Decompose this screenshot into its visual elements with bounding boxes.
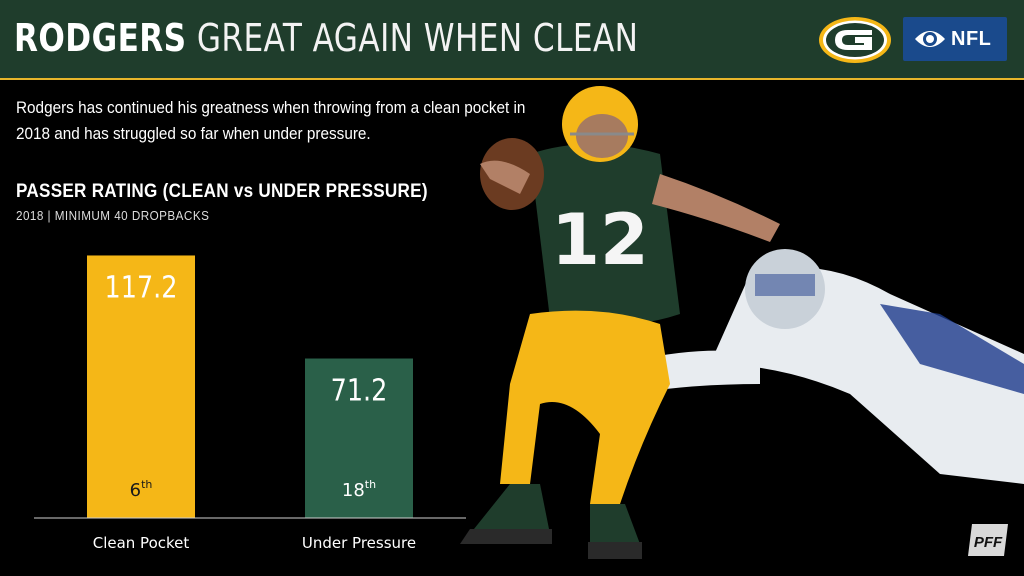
bar-rank-label: 18th [342,478,376,501]
category-label: Clean Pocket [93,534,190,552]
chart-title: PASSER RATING (CLEAN vs UNDER PRESSURE) [16,181,428,202]
svg-text:PFF: PFF [974,534,1003,551]
svg-text:12: 12 [551,199,648,281]
bar-value-label: 71.2 [331,372,388,408]
packers-g-logo-icon [819,17,891,63]
title-headline: GREAT AGAIN WHEN CLEAN [196,16,639,60]
bar-rank-label: 6th [130,478,153,501]
network-label: NFL [951,28,992,50]
intro-text: Rodgers has continued his greatness when… [16,98,526,143]
bar-1 [305,358,413,518]
chart-subtitle: 2018 | MINIMUM 40 DROPBACKS [16,208,210,223]
cbs-eye-icon [915,31,945,47]
bar-0 [87,255,195,519]
header-bar: RODGERS GREAT AGAIN WHEN CLEAN NFL [0,0,1024,80]
page-title: RODGERS GREAT AGAIN WHEN CLEAN [14,14,638,62]
pff-logo-icon: PFF [968,524,1008,556]
category-label: Under Pressure [302,534,416,552]
network-badge: NFL [903,17,1007,61]
title-name: RODGERS [14,16,187,60]
bar-value-label: 117.2 [105,269,178,305]
player-photo: 12 [460,86,1024,559]
